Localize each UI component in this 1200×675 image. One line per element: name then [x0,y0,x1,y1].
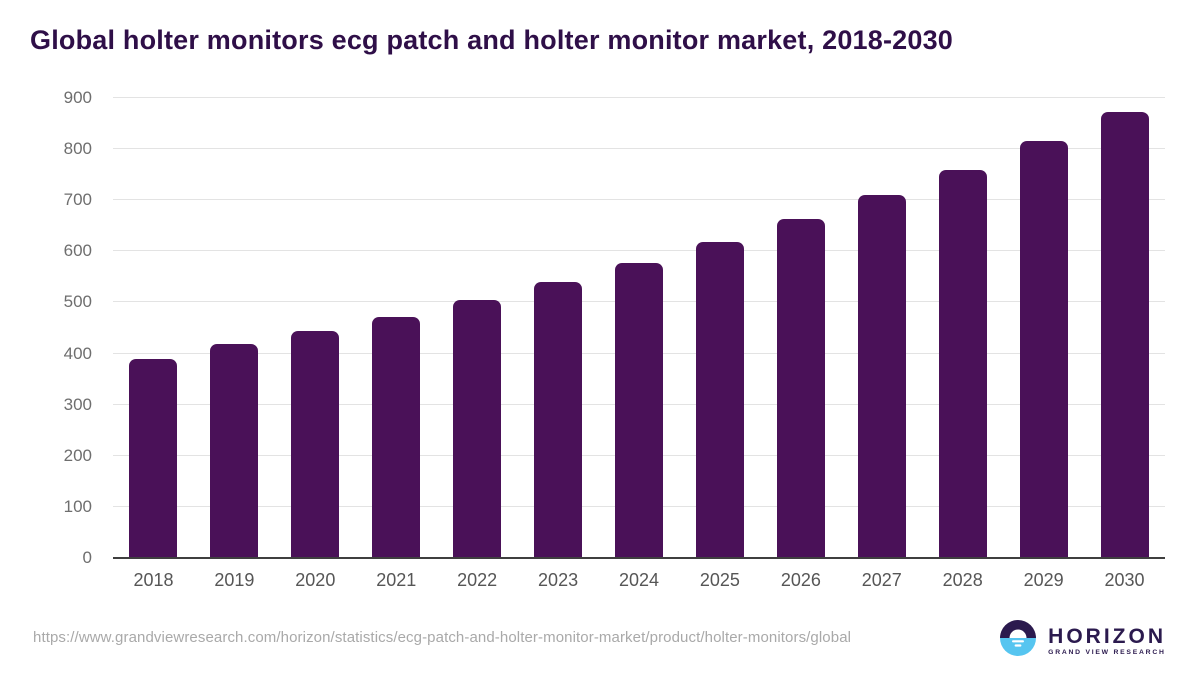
bar-2026 [776,219,825,558]
x-axis-label-2023: 2023 [538,570,579,590]
y-tick-label-100: 100 [63,496,92,516]
y-tick-label-700: 700 [63,190,92,210]
x-axis-label-2022: 2022 [457,570,498,590]
bar-slot-2023 [518,98,599,558]
bar-2030 [1100,111,1149,558]
bar-2029 [1019,141,1068,558]
bar-2028 [938,169,987,558]
gridline-700 [113,199,1165,201]
plot-area: 0 100 200 300 400 500 600 700 800 900 2018 2019 202… [64,89,1165,590]
bar-slot-2025 [679,98,760,558]
x-axis-label-2027: 2027 [861,570,902,590]
horizon-logo-name: HORIZON [1048,624,1166,648]
y-tick-label-300: 300 [63,394,92,414]
gridline-900 [113,97,1165,98]
x-axis-label-2030: 2030 [1104,570,1145,590]
bar-slot-2019 [194,98,275,558]
x-axis-label-2018: 2018 [133,570,174,590]
x-axis-line [113,557,1165,559]
bar-2023 [534,282,583,558]
bar-slot-2026 [760,98,841,558]
horizon-logo-icon [998,618,1038,663]
x-axis-label-2025: 2025 [699,570,740,590]
x-axis-label-2020: 2020 [295,570,336,590]
chart-title: Global holter monitors ecg patch and hol… [30,25,954,55]
y-tick-label-0: 0 [82,548,92,567]
bar-slot-2028 [922,98,1003,558]
bar-slot-2021 [356,98,437,558]
y-tick-label-600: 600 [63,241,92,261]
horizon-logo-subtitle: GRAND VIEW RESEARCH [1048,648,1166,656]
bar-slot-2022 [437,98,518,558]
bar-2019 [210,344,259,558]
bar-slot-2029 [1003,98,1084,558]
x-axis-label-2019: 2019 [214,570,255,590]
horizon-logo: HORIZON GRAND VIEW RESEARCH [998,618,1166,663]
bar-slot-2030 [1084,98,1165,558]
x-axis-label-2024: 2024 [618,570,660,590]
source-url: https://www.grandviewresearch.com/horizo… [33,629,852,646]
bar-2018 [129,358,178,558]
bar-2020 [291,331,340,558]
bars-row [105,98,1165,558]
y-tick-label-800: 800 [63,139,92,159]
x-axis-label-2026: 2026 [780,570,821,590]
bar-2024 [614,263,663,558]
x-axis-label-2021: 2021 [376,570,417,590]
bar-slot-2027 [841,98,922,558]
bar-slot-2024 [599,98,680,558]
x-axis-label-2028: 2028 [942,570,983,590]
x-axis-label-2029: 2029 [1023,570,1064,590]
gridline-600 [113,250,1165,252]
bar-2022 [453,299,502,558]
bar-slot-2018 [113,98,194,558]
bar-2025 [695,242,744,558]
bar-2027 [857,195,906,558]
y-tick-label-400: 400 [63,343,92,363]
y-tick-label-900: 900 [63,88,92,107]
bar-2021 [372,316,421,558]
y-tick-label-200: 200 [63,445,92,465]
bar-slot-2020 [275,98,356,558]
gridline-800 [113,148,1165,150]
horizon-logo-text: HORIZON GRAND VIEW RESEARCH [1048,624,1166,656]
y-tick-label-500: 500 [63,292,92,312]
x-axis-labels: 2018 2019 2020 2021 2022 2023 2024 2025 2026 2027… [105,570,1165,591]
